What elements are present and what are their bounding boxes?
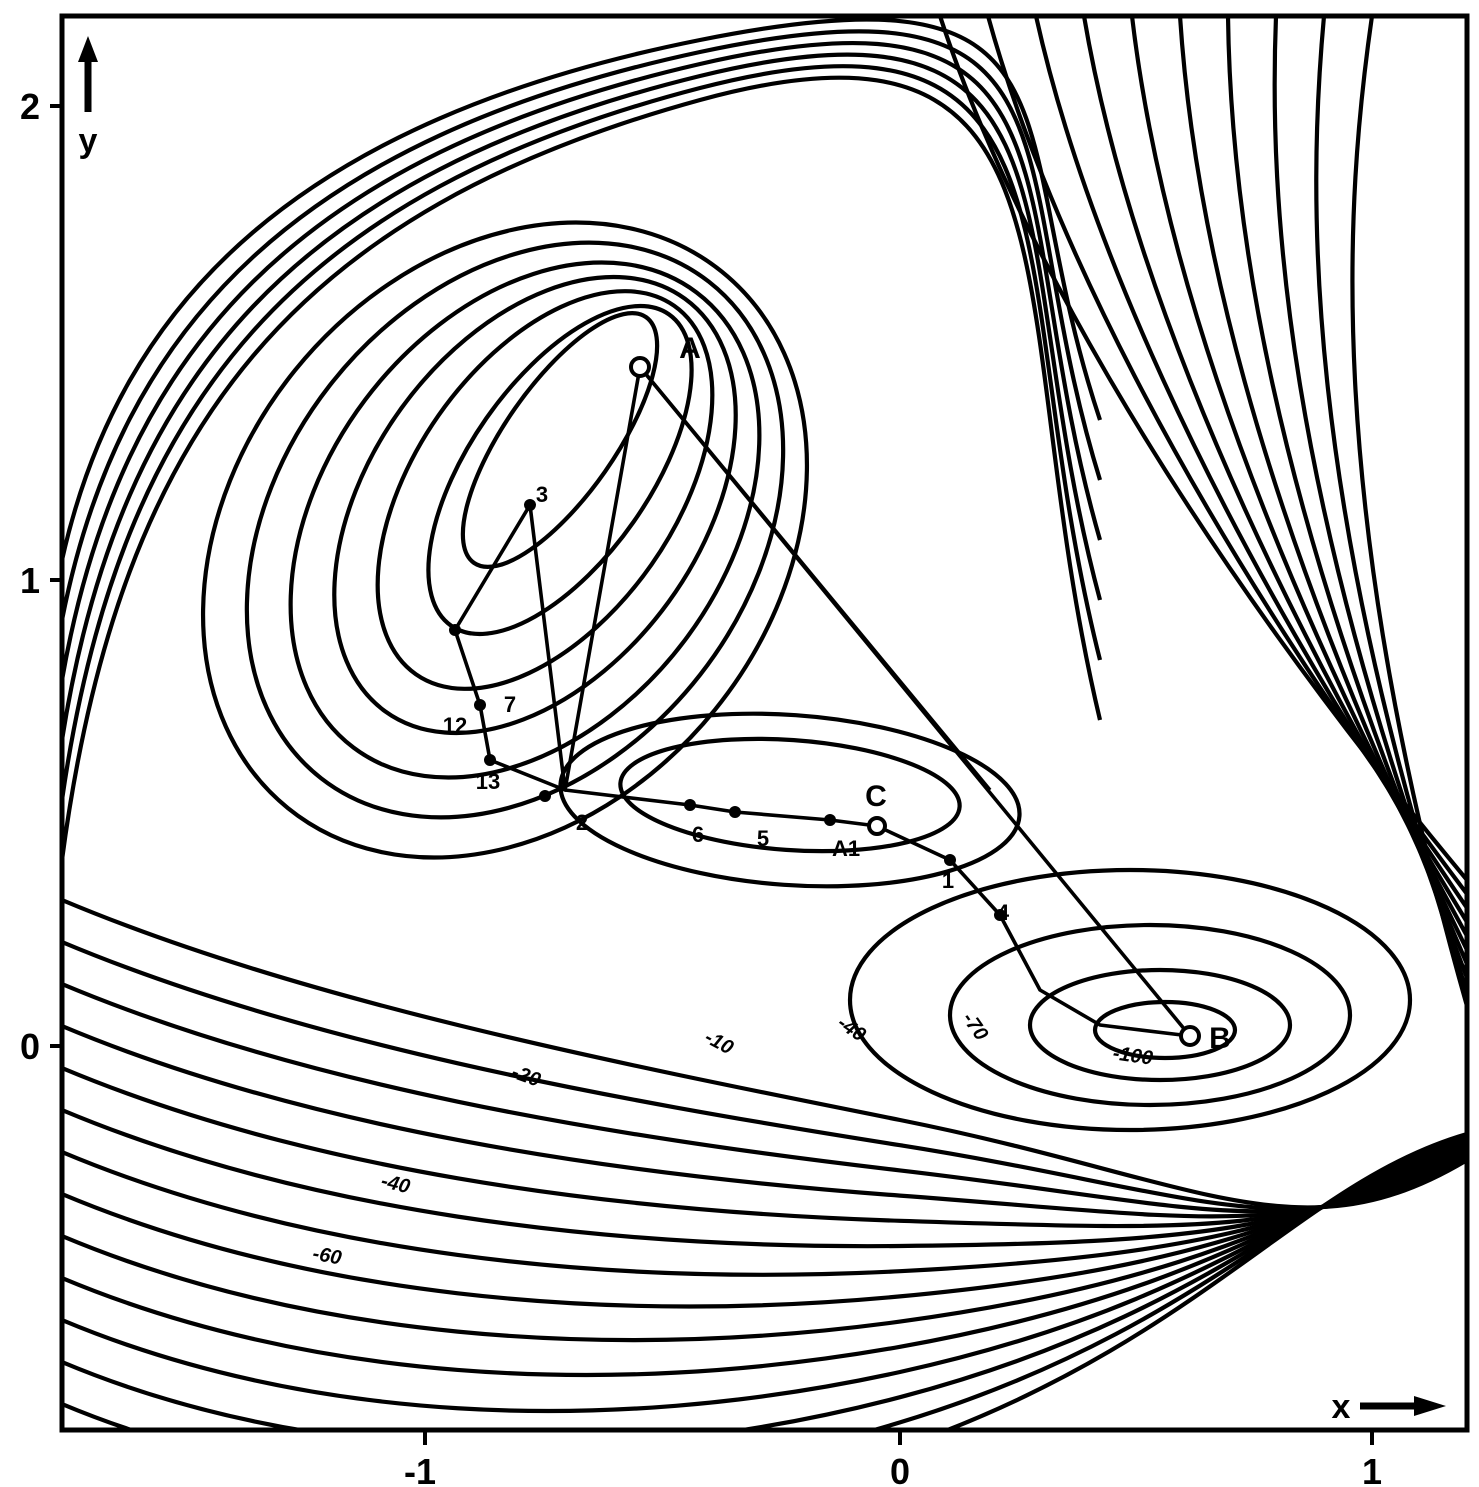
contour-line [1081,16,1467,924]
contour-label: -10 [701,1026,737,1059]
contour-line [288,260,762,780]
step-marker [994,909,1006,921]
contour-line [618,736,962,854]
y-axis-label: y [79,122,98,160]
contour-line [62,940,1467,1211]
minimum-B-label: B [1209,1022,1231,1055]
contour-line [62,75,1103,861]
step-marker [484,754,496,766]
y-tick-label: 1 [20,560,40,601]
contour-line [558,711,1022,889]
minimum-A-marker [629,356,651,378]
minimum-A-label: A [679,332,701,365]
y-axis-arrow [78,36,98,112]
contour-line [332,274,738,736]
step-marker [729,806,741,818]
search-path [564,788,1191,1038]
step-label: A1 [832,836,860,861]
search-path [638,365,992,792]
contour-line [426,303,694,637]
x-tick-label: 0 [890,1451,910,1487]
plot-frame [59,13,1470,1433]
contour-line [62,1140,1467,1378]
contour-line [62,64,1103,801]
step-marker [944,854,956,866]
minimum-C-marker [867,816,887,836]
step-label: 7 [504,692,516,717]
contour-line [847,867,1413,1133]
step-label: 4 [997,900,1010,925]
y-tick-label: 2 [20,86,40,127]
contour-label: -100 [1111,1042,1154,1069]
minimum-B-marker [1179,1025,1201,1047]
contour-line [62,898,1467,1210]
minimum-C-label: C [865,780,887,813]
step-marker [524,499,536,511]
step-marker [824,814,836,826]
contour-line [947,922,1353,1108]
contour-line [985,16,1467,896]
x-axis-label: x [1332,1388,1351,1426]
contour-label: -70 [958,1008,993,1044]
step-marker [474,699,486,711]
contour-line [1225,16,1467,965]
x-tick-label: 1 [1362,1451,1382,1487]
contour-lines [62,16,1467,1430]
step-label: 1 [942,868,954,893]
step-label: 2 [576,810,588,835]
contour-line [1027,967,1293,1083]
contour-line [1177,16,1467,951]
step-marker [684,799,696,811]
contour-line [375,289,715,691]
contour-label: -40 [379,1170,412,1198]
contour-line [62,40,1103,681]
contour-line [200,220,810,860]
tick-marks [50,104,1374,1445]
contour-line [1350,16,1467,1007]
contour-line [1272,16,1467,979]
contour-line [62,1133,1467,1430]
contour-line [1314,16,1467,993]
contour-line [62,52,1103,741]
contour-line [1092,999,1238,1061]
step-marker [449,624,461,636]
contour-line [460,311,660,569]
step-label: 5 [757,826,769,851]
step-marker [539,790,551,802]
contour-label: -20 [509,1061,544,1092]
search-paths [449,365,1192,1038]
contour-line [62,17,1102,561]
step-label: 3 [536,482,548,507]
x-tick-label: -1 [404,1451,436,1487]
contour-line [941,1131,1467,1430]
search-path [453,366,642,792]
contour-line [1129,16,1467,938]
contour-line [244,240,786,820]
contour-line [62,29,1103,621]
step-label: 6 [692,822,704,847]
step-label: 12 [443,713,467,738]
step-label: 13 [476,769,500,794]
x-axis-arrow [1360,1396,1446,1416]
contour-label: -60 [311,1243,343,1270]
y-tick-label: 0 [20,1026,40,1067]
contour-line [1033,16,1467,910]
